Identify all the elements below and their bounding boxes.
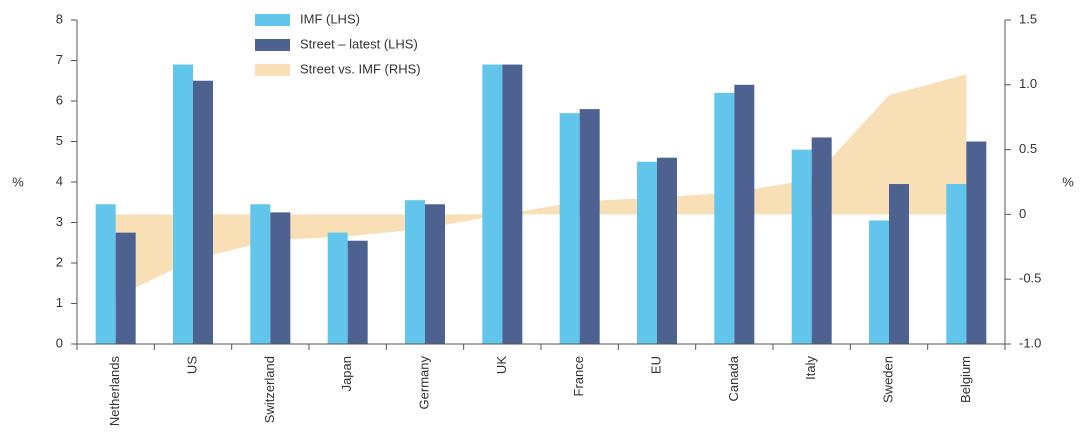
x-tick-label: Japan [339, 356, 354, 391]
legend-label: Street – latest (LHS) [300, 36, 418, 51]
y-tick-label: 8 [56, 11, 63, 26]
bar [579, 109, 600, 344]
bar [637, 161, 657, 344]
bar [327, 232, 348, 344]
legend-swatch [255, 39, 290, 51]
bar [734, 84, 755, 345]
bar [347, 240, 368, 344]
bar [95, 204, 116, 344]
bar [173, 64, 193, 345]
y-tick-label: 4 [56, 173, 63, 188]
x-tick-label: France [571, 356, 586, 396]
bar [250, 204, 271, 344]
x-tick-label: US [184, 356, 199, 374]
y2-tick-label: -0.5 [1019, 271, 1041, 286]
y2-tick-label: 1.0 [1019, 76, 1037, 91]
bar [559, 113, 580, 345]
x-tick-label: Italy [803, 356, 818, 380]
x-tick-label: Canada [726, 355, 741, 401]
y2-tick-label: 0 [1019, 206, 1026, 221]
bar [869, 220, 889, 344]
bar [425, 204, 445, 344]
y-tick-label: 5 [56, 133, 63, 148]
bar [946, 184, 967, 344]
legend-swatch [255, 64, 290, 76]
bar [405, 200, 425, 344]
x-tick-label: EU [648, 356, 663, 374]
x-tick-label: Netherlands [107, 356, 122, 427]
x-tick-label: UK [494, 356, 509, 374]
bar [115, 232, 136, 344]
bar [193, 80, 213, 344]
bar [966, 141, 987, 344]
bar [889, 184, 909, 344]
y-axis-label: % [12, 174, 24, 189]
legend-label: IMF (LHS) [300, 11, 360, 26]
y-tick-label: 3 [56, 214, 63, 229]
y-tick-label: 0 [56, 335, 63, 350]
y-tick-label: 7 [56, 52, 63, 67]
x-tick-label: Sweden [880, 356, 895, 403]
bar [482, 64, 503, 345]
bar [791, 149, 812, 344]
y2-tick-label: -1.0 [1019, 335, 1041, 350]
legend-label: Street vs. IMF (RHS) [300, 61, 421, 76]
bar [270, 212, 291, 344]
y2-tick-label: 0.5 [1019, 141, 1037, 156]
y-tick-label: 6 [56, 92, 63, 107]
x-tick-label: Germany [416, 356, 431, 410]
y-tick-label: 2 [56, 254, 63, 269]
y2-axis-label: % [1062, 174, 1074, 189]
x-tick-label: Belgium [958, 356, 973, 403]
legend-swatch [255, 14, 290, 26]
bar [811, 137, 832, 344]
bar [657, 157, 677, 344]
x-tick-label: Switzerland [262, 356, 277, 423]
bar [714, 92, 735, 345]
bar [502, 64, 523, 345]
y2-tick-label: 1.5 [1019, 11, 1037, 26]
y-tick-label: 1 [56, 295, 63, 310]
area [96, 74, 967, 298]
